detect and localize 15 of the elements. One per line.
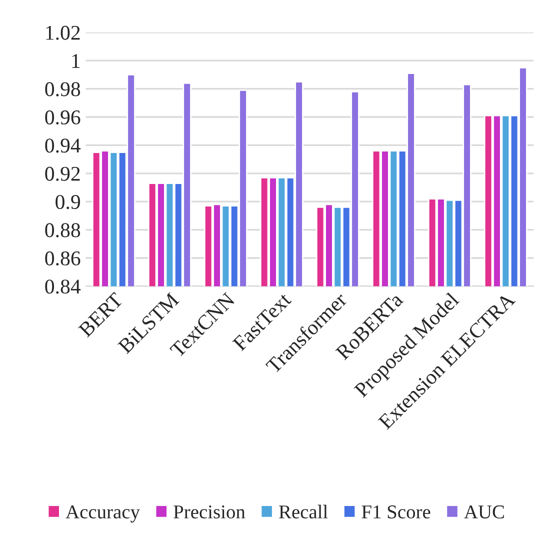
legend-label: AUC [464,505,504,518]
legend-label: Recall [279,504,328,518]
y-tick-label: 1.02 [46,26,80,40]
legend-label: F1 Score [362,505,430,518]
legend-label: Precision [174,505,246,518]
y-tick-label: 0.96 [45,110,80,125]
y-tick-label: 0.98 [45,82,80,96]
y-tick-label: 0.92 [45,166,80,181]
y-tick-label: 0.88 [45,223,80,238]
y-tick-label: 0.84 [45,280,81,294]
y-tick-label: 0.86 [45,251,80,266]
legend-label: Accuracy [66,505,140,522]
y-tick-label: 0.94 [45,138,81,153]
y-tick-label: 0.9 [56,194,80,210]
y-tick-label: 1 [72,54,80,68]
